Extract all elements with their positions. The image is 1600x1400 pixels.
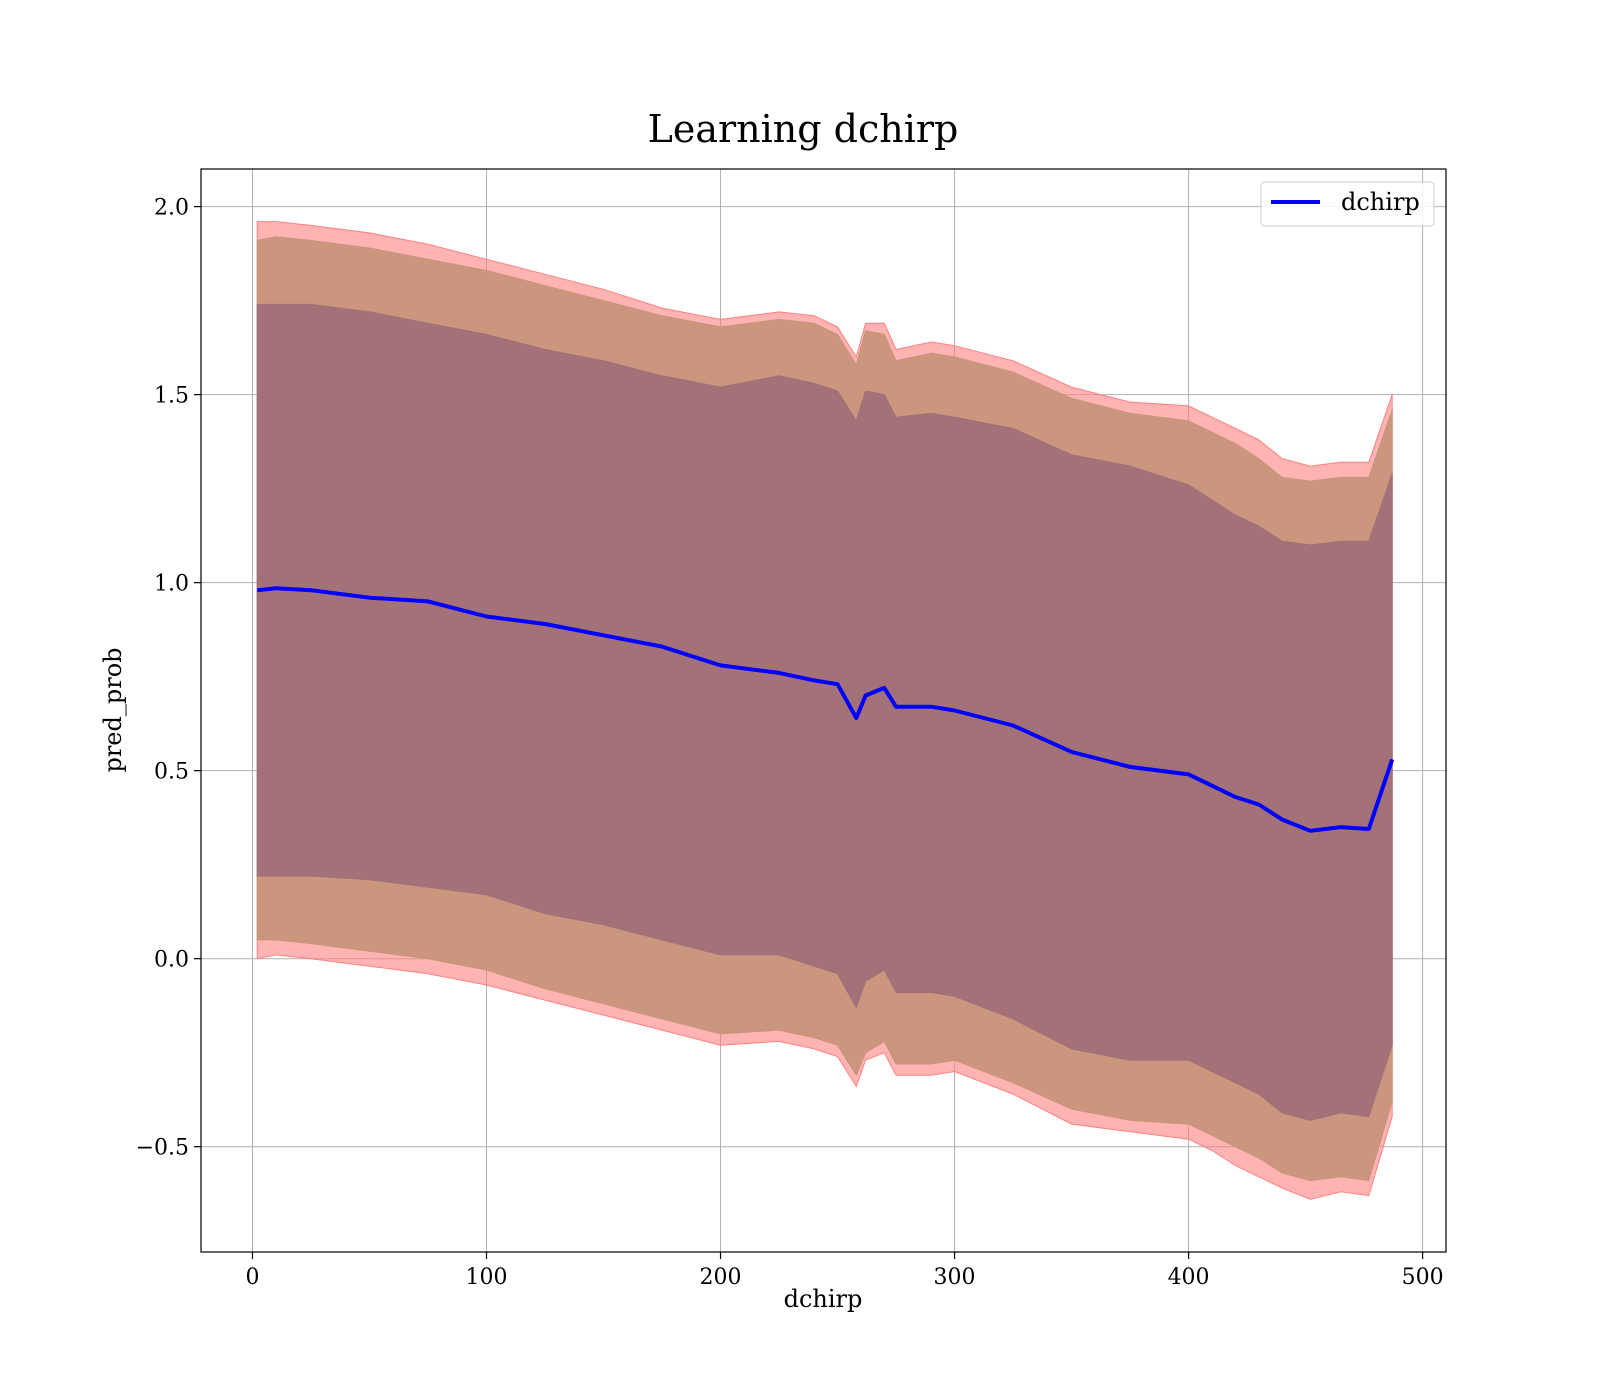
legend-box — [1260, 181, 1435, 227]
y-tick-label-4: 1.5 — [154, 384, 189, 409]
x-tick-label-2: 200 — [700, 1265, 742, 1290]
y-axis-label: pred_prob — [99, 647, 127, 772]
ticks: 0 100 200 300 400 500 −0.5 0.0 0.5 1.0 1.5 2.0 — [136, 196, 1444, 1290]
legend: dchirp — [1260, 181, 1435, 227]
x-tick-label-3: 300 — [934, 1265, 976, 1290]
series-line-0 — [256, 586, 1395, 833]
band-inner — [256, 303, 1393, 1121]
x-tick-label-1: 100 — [466, 1265, 508, 1290]
y-tick-label-3: 1.0 — [154, 572, 189, 597]
x-tick-label-4: 400 — [1168, 1265, 1210, 1290]
x-tick-label-5: 500 — [1402, 1265, 1444, 1290]
y-tick-label-1: 0.0 — [154, 948, 189, 973]
legend-label: dchirp — [1341, 188, 1420, 216]
bands — [256, 221, 1393, 1200]
x-axis-label: dchirp — [784, 1285, 863, 1313]
chart-title: Learning dchirp — [648, 107, 959, 151]
y-tick-label-0: −0.5 — [136, 1136, 189, 1161]
series-lines — [256, 586, 1395, 833]
y-tick-label-5: 2.0 — [154, 196, 189, 221]
plot-frame — [200, 168, 1447, 1253]
x-tick-label-0: 0 — [245, 1265, 259, 1290]
y-tick-label-2: 0.5 — [154, 760, 189, 785]
